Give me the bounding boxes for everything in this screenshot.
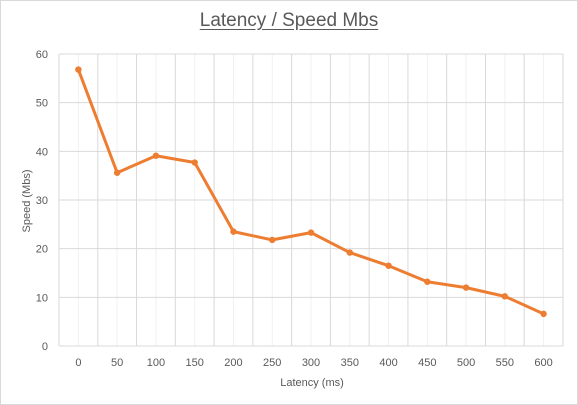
data-point <box>113 169 121 176</box>
x-tick-label: 150 <box>186 357 204 369</box>
y-tick-labels: 0 10 20 30 40 50 60 <box>36 49 48 353</box>
data-point <box>152 152 160 159</box>
x-tick-label: 250 <box>263 357 281 369</box>
y-axis-title: Speed (Mbs) <box>21 170 33 233</box>
x-tick-label: 350 <box>341 357 359 369</box>
y-tick-label: 0 <box>42 341 48 353</box>
data-point <box>424 278 431 285</box>
data-point <box>501 293 509 300</box>
data-point <box>346 249 353 256</box>
x-tick-label: 550 <box>496 357 514 369</box>
x-tick-label: 450 <box>418 357 436 369</box>
x-tick-labels: 0 50 100 150 200 250 300 350 400 450 500 550 600 <box>75 357 552 369</box>
y-tick-label: 10 <box>36 292 48 304</box>
data-point <box>269 236 276 244</box>
y-tick-label: 30 <box>36 195 48 207</box>
x-tick-label: 200 <box>224 357 242 369</box>
y-tick-label: 40 <box>36 146 48 158</box>
x-tick-label: 400 <box>379 357 397 369</box>
data-point <box>462 284 470 291</box>
data-point <box>307 229 315 236</box>
y-tick-label: 60 <box>36 49 48 61</box>
y-tick-label: 20 <box>36 244 48 256</box>
x-axis-title: Latency (ms) <box>280 377 344 389</box>
data-point <box>191 159 198 166</box>
x-tick-label: 50 <box>111 357 123 369</box>
data-point <box>540 310 547 318</box>
x-tick-label: 0 <box>75 357 81 369</box>
x-tick-label: 300 <box>302 357 320 369</box>
gridlines <box>58 53 564 347</box>
series-group <box>75 66 547 318</box>
data-point <box>230 228 237 235</box>
data-point <box>385 262 392 269</box>
y-tick-label: 50 <box>36 98 48 110</box>
x-tick-label: 100 <box>147 357 165 369</box>
chart-title: Latency / Speed Mbs <box>199 10 379 31</box>
x-tick-label: 500 <box>457 357 475 369</box>
data-point <box>75 66 82 73</box>
x-tick-label: 600 <box>534 357 552 369</box>
